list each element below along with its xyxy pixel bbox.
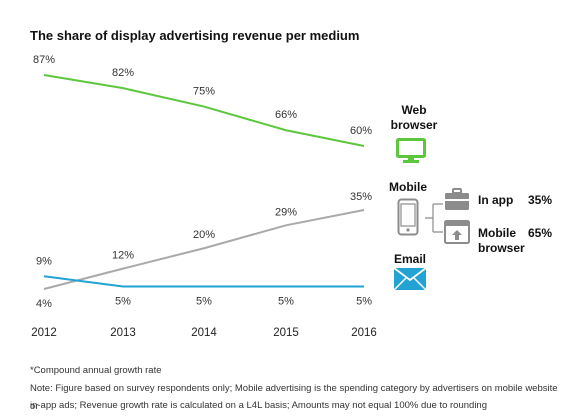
data-label: 4% [36, 298, 52, 310]
browser-window-icon [444, 220, 470, 244]
data-label: 9% [36, 255, 52, 267]
legend-web: Web browser [384, 103, 444, 133]
footnote-note-line1: Note: Figure based on survey respondents… [30, 383, 558, 412]
data-label: 35% [350, 191, 372, 203]
legend-mobile-browser: Mobile browser [478, 226, 525, 256]
data-label: 75% [193, 86, 215, 98]
legend-in-app: In app [478, 193, 514, 207]
legend-web-line2: browser [390, 118, 438, 132]
data-label: 5% [356, 295, 372, 307]
envelope-icon [394, 268, 426, 290]
series-line-mobile [43, 209, 365, 290]
legend-web-line1: Web [401, 103, 427, 117]
briefcase-icon [445, 188, 469, 210]
x-tick-label: 2012 [31, 327, 57, 339]
mobile-split-bracket [425, 203, 443, 233]
data-label: 5% [115, 295, 131, 307]
x-tick-label: 2016 [351, 327, 377, 339]
chart-title: The share of display advertising revenue… [30, 28, 360, 43]
footnote-note-line2: in-app ads; Revenue growth rate is calcu… [30, 400, 487, 411]
data-label: 66% [275, 109, 297, 121]
legend-email: Email [393, 252, 426, 266]
legend-mobile-browser-line1: Mobile [478, 226, 516, 240]
data-label: 12% [112, 250, 134, 262]
data-label: 87% [33, 54, 55, 66]
legend-mobile-browser-value: 65% [528, 226, 553, 240]
data-label: 82% [112, 67, 134, 79]
legend-mobile-browser-line2: browser [478, 241, 525, 255]
data-label: 20% [193, 229, 215, 241]
legend-mobile: Mobile [389, 180, 427, 194]
footnote-cagr: *Compound annual growth rate [30, 365, 162, 376]
smartphone-icon [397, 198, 419, 236]
data-label: 29% [275, 206, 297, 218]
data-label: 5% [278, 295, 294, 307]
x-tick-label: 2013 [110, 327, 136, 339]
x-tick-label: 2015 [273, 327, 299, 339]
monitor-icon [396, 138, 426, 163]
series-line-email [43, 275, 364, 288]
x-tick-label: 2014 [191, 327, 217, 339]
data-label: 60% [350, 125, 372, 137]
series-line-web-browser [43, 74, 365, 147]
legend-in-app-value: 35% [528, 193, 553, 207]
data-label: 5% [196, 295, 212, 307]
